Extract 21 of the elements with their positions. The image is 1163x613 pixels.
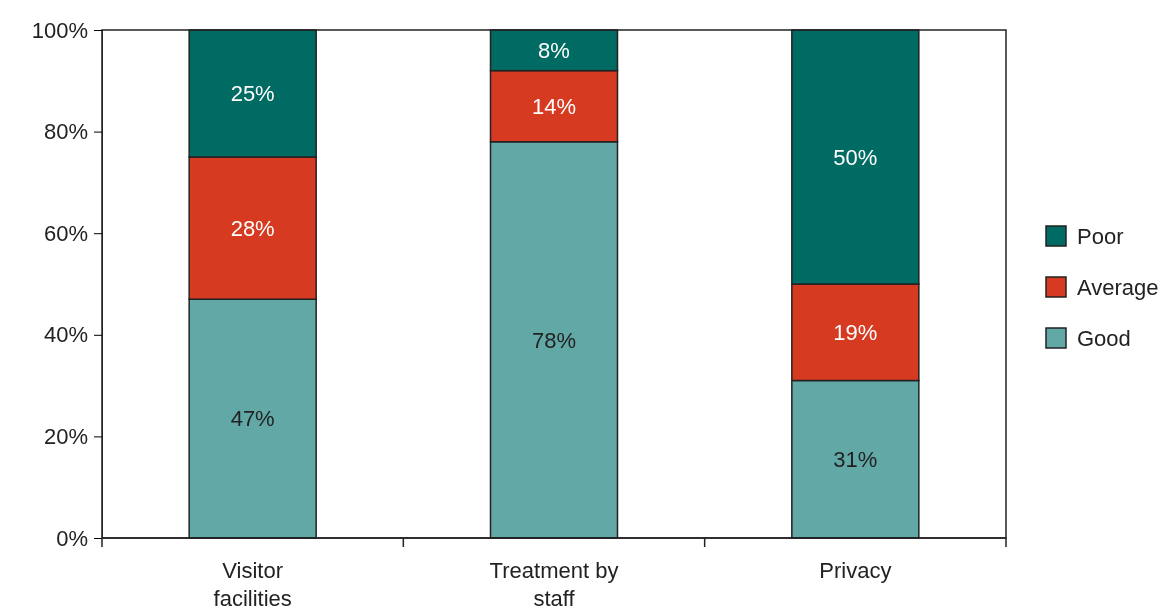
data-label: 47% [230,406,275,432]
legend-label: Poor [1077,223,1124,249]
y-tick-label: 60% [43,220,88,246]
x-tick-label: Privacy [819,558,892,583]
data-label: 78% [531,327,577,353]
y-tick-label: 20% [43,423,88,449]
x-tick-label: Visitor facilities [213,558,292,611]
y-tick-label: 0% [56,525,88,551]
data-label: 19% [833,319,878,345]
y-tick-label: 40% [43,322,88,348]
x-tick-label: Treatment by staff [489,558,619,611]
data-label: 31% [833,446,878,472]
data-label: 14% [531,93,577,119]
data-label: 50% [833,144,878,170]
y-tick-label: 80% [43,119,88,145]
legend-label: Good [1077,325,1131,351]
data-label: 25% [230,81,275,107]
y-tick-label: 100% [31,17,88,43]
data-label: 28% [230,215,275,241]
legend-label: Average [1077,274,1159,300]
data-label: 8% [538,38,570,64]
